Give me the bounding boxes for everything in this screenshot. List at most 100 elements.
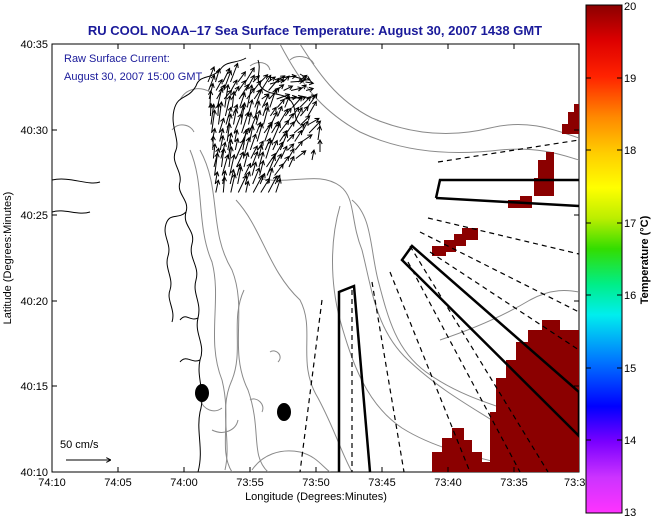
current-vector [288, 155, 295, 168]
current-vector [211, 109, 217, 134]
current-vector [233, 108, 239, 125]
current-vector [287, 143, 295, 151]
current-vector [275, 178, 282, 193]
x-tick-label: 74:10 [38, 477, 66, 489]
colorbar [585, 4, 623, 514]
colorbar-tick-label: 19 [624, 73, 636, 85]
current-vector [238, 83, 249, 100]
current-vector [213, 147, 221, 168]
current-vector [293, 106, 303, 125]
annotation-line-1: Raw Surface Current: [64, 53, 170, 65]
current-vector [239, 91, 246, 108]
current-vector [262, 101, 269, 117]
current-vector [267, 174, 278, 193]
y-tick-label: 40:20 [20, 296, 48, 308]
current-vector [317, 138, 323, 152]
current-vector [254, 100, 261, 117]
current-vector [287, 148, 295, 159]
colorbar-tick-label: 15 [624, 363, 636, 375]
current-vector [237, 70, 246, 83]
x-tick-label: 73:35 [500, 477, 528, 489]
current-vector [273, 153, 282, 168]
current-vector [244, 170, 251, 185]
current-vector [298, 84, 307, 91]
current-vector [221, 154, 230, 176]
current-vector [277, 105, 283, 117]
current-vector [246, 84, 254, 108]
current-vector [245, 74, 255, 91]
current-vector [241, 111, 250, 134]
current-vector [225, 106, 233, 125]
current-vector [280, 145, 288, 159]
current-vector [308, 117, 320, 125]
y-tick-label: 40:10 [20, 467, 48, 479]
colorbar-ticks [586, 77, 622, 441]
bathymetry-contours [171, 44, 579, 472]
y-tick-label: 40:35 [20, 39, 48, 51]
colorbar-tick-label: 16 [624, 290, 636, 302]
current-vector [237, 174, 248, 193]
current-vector [253, 80, 262, 91]
current-vector [220, 141, 227, 159]
current-vector [224, 94, 232, 117]
current-vector [292, 106, 300, 117]
sst-patches [432, 104, 579, 472]
current-vector [233, 113, 243, 134]
current-vector [243, 151, 250, 168]
current-vector [265, 139, 273, 159]
x-tick-label: 73:40 [434, 477, 462, 489]
current-vector [229, 153, 236, 176]
current-vector [274, 163, 284, 176]
map-title: RU COOL NOAA–17 Sea Surface Temperature:… [88, 23, 542, 38]
current-vector [264, 122, 273, 142]
current-vector [279, 132, 289, 151]
current-vector [244, 162, 252, 176]
current-vector [242, 128, 249, 151]
current-vector [269, 78, 285, 85]
dashed-radial-lines [299, 139, 579, 472]
x-ticks [51, 44, 515, 472]
current-vector [230, 79, 238, 91]
current-vector [208, 74, 216, 91]
current-vector [310, 148, 316, 161]
y-ticks [52, 43, 579, 473]
current-vector [305, 80, 315, 86]
coverage-boxes [337, 178, 579, 472]
current-vector [260, 177, 270, 193]
current-vector [269, 88, 278, 108]
current-vector [234, 137, 240, 151]
current-vector [230, 62, 239, 83]
colorbar-tick-label: 17 [624, 218, 636, 230]
current-vector [278, 108, 289, 125]
current-vector [284, 107, 292, 117]
current-vector [235, 139, 245, 159]
marker-dot [195, 384, 209, 402]
current-vector [307, 100, 317, 117]
colorbar-tick-label: 14 [624, 435, 636, 447]
marker-dot [277, 403, 291, 421]
current-vector [249, 133, 257, 151]
current-vector [248, 114, 258, 134]
colorbar-tick-label: 20 [624, 1, 636, 13]
current-vector [215, 102, 222, 117]
current-vector [294, 140, 303, 151]
scale-label: 50 cm/s [60, 439, 99, 451]
x-axis-label: Longitude (Degrees:Minutes) [245, 491, 387, 503]
current-vector [266, 155, 276, 176]
y-tick-label: 40:15 [20, 381, 48, 393]
current-vector [300, 105, 309, 117]
current-vector [233, 128, 239, 142]
current-vector [291, 96, 303, 108]
y-tick-label: 40:25 [20, 210, 48, 222]
current-vector [276, 93, 291, 100]
current-vector [267, 167, 274, 185]
colorbar-tick-label: 13 [624, 507, 636, 518]
current-vector [295, 150, 307, 159]
current-vector [269, 106, 277, 117]
current-vector [300, 115, 311, 125]
current-vector [250, 145, 258, 159]
current-vector [211, 127, 217, 142]
current-vector [221, 175, 227, 193]
current-vector [238, 79, 247, 91]
current-vector [256, 122, 264, 142]
